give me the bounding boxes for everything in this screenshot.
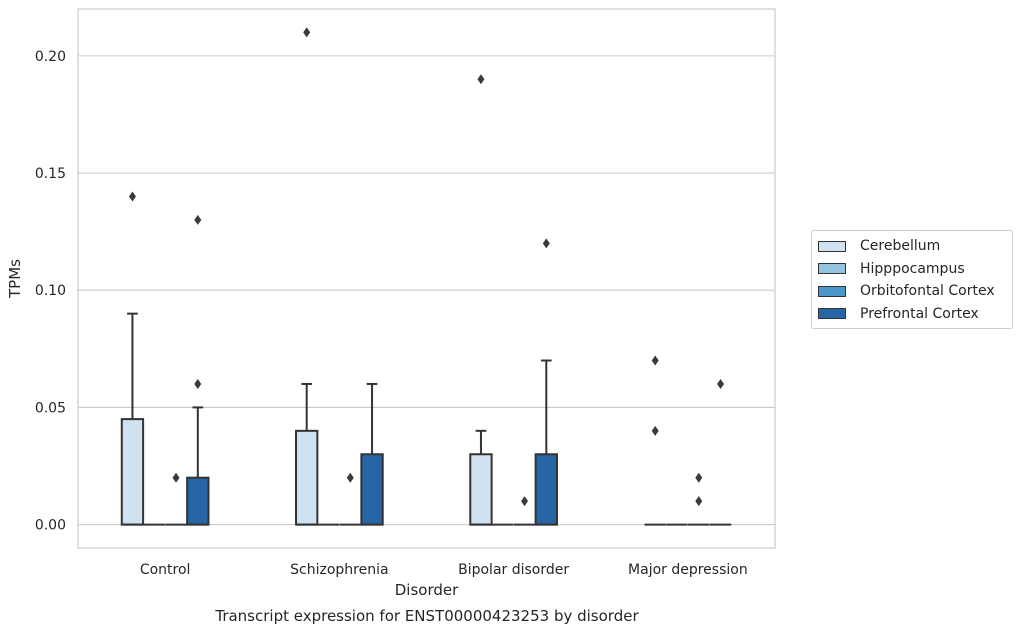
box-body xyxy=(469,453,493,526)
box-prefrontal-cortex xyxy=(534,359,558,526)
outlier-point xyxy=(695,472,703,483)
y-tick-labels: 0.00 0.05 0.10 0.15 0.20 xyxy=(35,49,66,534)
x-tick-labels: Control Schizophrenia Bipolar disorder Majo… xyxy=(140,562,748,578)
legend-label: Prefrontal Cortex xyxy=(860,305,979,322)
outlier-point xyxy=(128,191,136,202)
outlier-point xyxy=(346,472,354,483)
outlier-point xyxy=(695,496,703,507)
legend-swatch xyxy=(818,308,846,320)
outliers xyxy=(128,27,725,507)
outlier-point xyxy=(521,496,529,507)
y-tick-label: 0.15 xyxy=(35,166,66,182)
legend-item: Hipppocampus xyxy=(812,258,1012,281)
box-cerebellum xyxy=(295,382,319,526)
legend-item: Prefrontal Cortex xyxy=(812,303,1012,326)
box-prefrontal-cortex xyxy=(360,382,384,526)
plot-frame xyxy=(77,8,776,549)
box-body xyxy=(186,476,210,526)
box-body xyxy=(120,418,145,526)
outlier-point xyxy=(717,378,725,389)
outlier-point xyxy=(477,74,485,85)
legend-item: Cerebellum xyxy=(812,235,1012,258)
x-axis-label: Disorder xyxy=(395,581,459,599)
box-body xyxy=(295,429,319,526)
y-tick-label: 0.20 xyxy=(35,49,66,65)
legend: Cerebellum Hipppocampus Orbitofontal Corte… xyxy=(811,230,1013,329)
y-tick-label: 0.05 xyxy=(35,400,66,416)
y-tick-label: 0.00 xyxy=(35,518,66,534)
box-cerebellum xyxy=(469,429,493,526)
chart-caption: Transcript expression for ENST0000042325… xyxy=(215,607,639,625)
x-tick-label: Schizophrenia xyxy=(290,562,388,578)
outlier-point xyxy=(172,472,180,483)
legend-label: Cerebellum xyxy=(860,238,941,255)
gridlines xyxy=(78,55,775,526)
box-body xyxy=(360,453,384,526)
legend-label: Orbitofontal Cortex xyxy=(860,283,995,300)
legend-label: Hipppocampus xyxy=(860,260,965,277)
legend-swatch xyxy=(818,240,846,252)
box-cerebellum xyxy=(120,312,145,526)
legend-swatch xyxy=(818,263,846,275)
outlier-point xyxy=(542,238,550,249)
x-tick-label: Control xyxy=(140,562,191,578)
outlier-point xyxy=(303,27,311,38)
outlier-point xyxy=(194,378,202,389)
boxes xyxy=(120,312,732,526)
x-tick-label: Major depression xyxy=(628,562,748,578)
box-body xyxy=(534,453,558,526)
box-prefrontal-cortex xyxy=(186,406,210,526)
outlier-point xyxy=(651,355,659,366)
y-tick-label: 0.10 xyxy=(35,283,66,299)
y-axis-label: TPMs xyxy=(6,259,24,299)
outlier-point xyxy=(194,214,202,225)
legend-item: Orbitofontal Cortex xyxy=(812,280,1012,303)
outlier-point xyxy=(651,425,659,436)
legend-swatch xyxy=(818,285,846,297)
x-tick-label: Bipolar disorder xyxy=(458,562,569,578)
